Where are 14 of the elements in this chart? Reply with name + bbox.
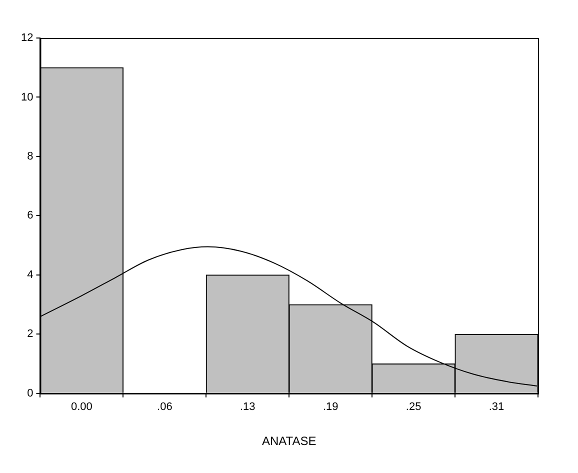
x-tick-label: .06 xyxy=(157,401,172,414)
x-tick-label: .25 xyxy=(406,401,422,414)
y-tick-label: 0 xyxy=(27,387,34,400)
x-tick-label: 0.00 xyxy=(71,401,92,414)
y-tick-label: 8 xyxy=(27,150,34,162)
y-tick-label: 4 xyxy=(27,268,34,281)
y-tick-label: 10 xyxy=(20,91,34,104)
y-tick-label: 2 xyxy=(27,328,34,340)
x-tick-label: .31 xyxy=(488,401,504,414)
x-tick-label: .19 xyxy=(322,401,338,414)
y-tick-label: 12 xyxy=(20,32,34,44)
x-tick-label: .13 xyxy=(240,401,256,414)
x-axis-title: ANATASE xyxy=(262,434,316,448)
y-tick-label: 6 xyxy=(27,210,34,222)
